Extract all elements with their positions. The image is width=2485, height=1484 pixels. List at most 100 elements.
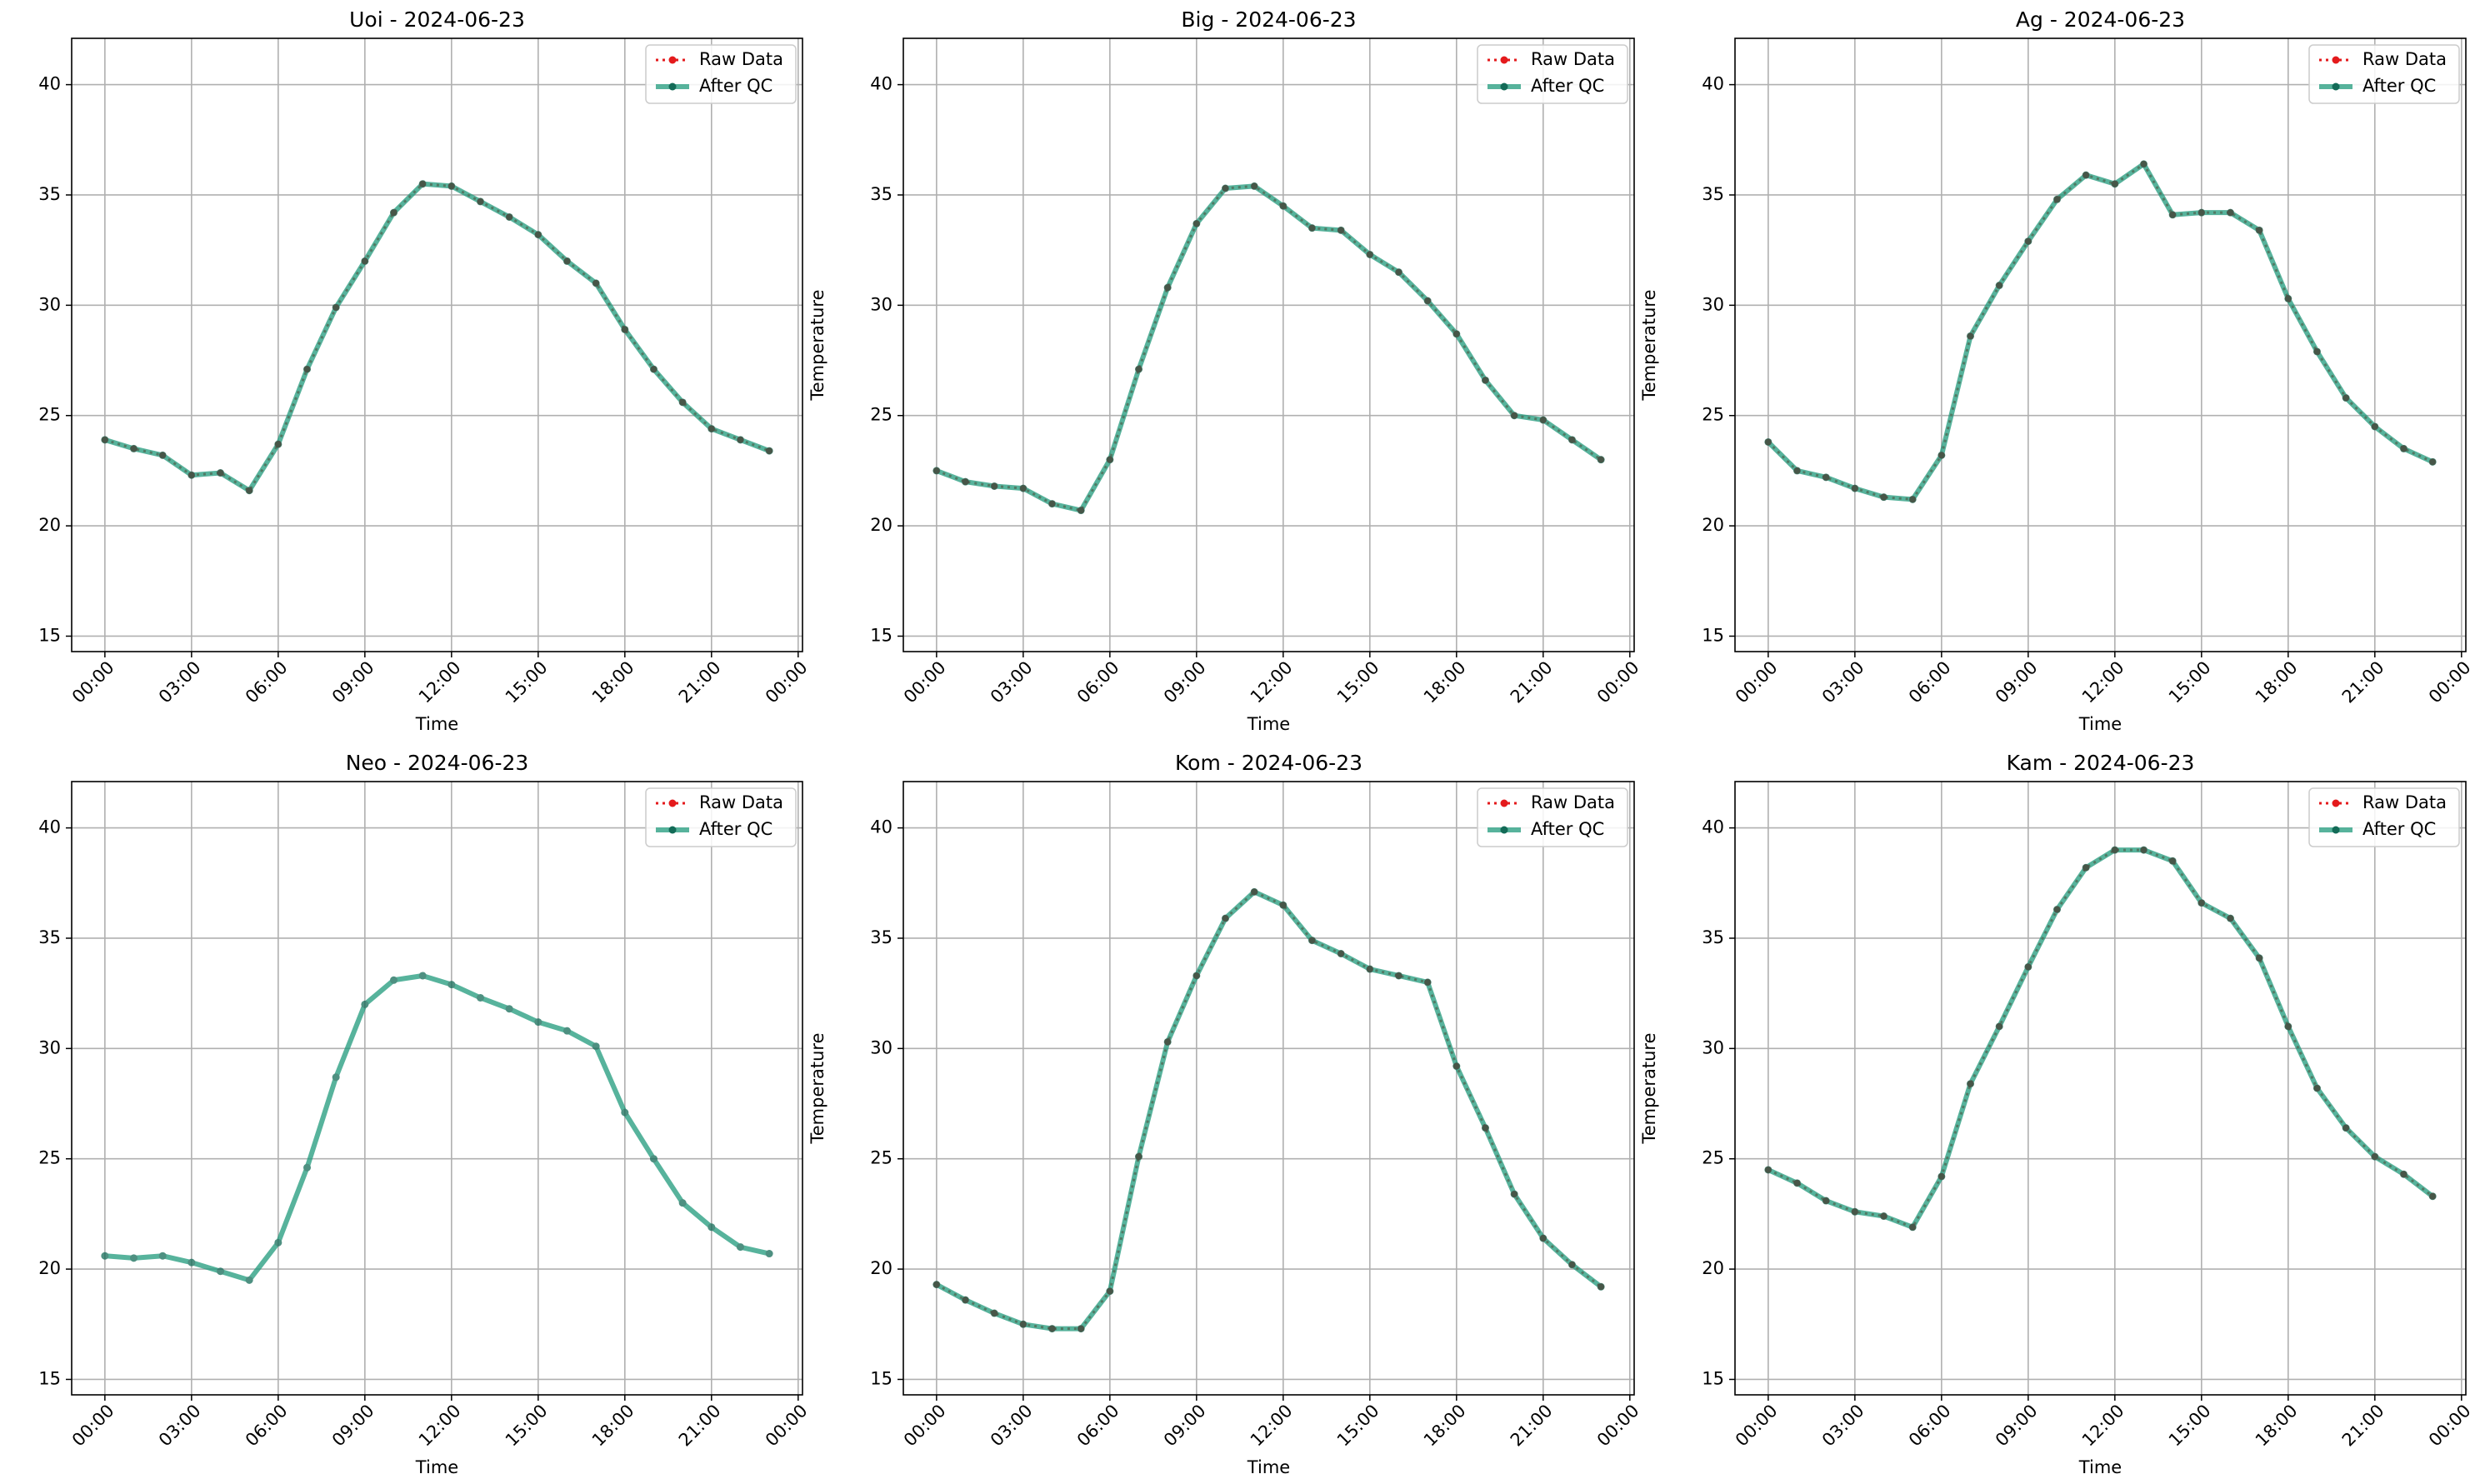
legend-label: After QC [699,819,772,839]
legend-marker [1500,826,1508,834]
x-tick-label: 06:00 [1073,1401,1123,1451]
data-point [158,1252,167,1260]
x-tick-label: 12:00 [2078,657,2128,707]
series [932,888,1605,1332]
series [932,182,1605,514]
data-line [104,972,770,1283]
data-point [1793,1179,1802,1187]
data-point [1851,1207,1859,1216]
plot-frame [902,37,1635,652]
legend-marker [1500,82,1508,91]
y-tick-label: 15 [1702,1368,1724,1388]
data-point [649,365,658,373]
data-point [390,976,398,984]
data-point [1880,1212,1888,1221]
y-tick-label: 35 [1702,927,1724,947]
x-axis-label: Time [2078,1457,2122,1477]
x-tick-label: 00:00 [68,1401,118,1451]
data-point [1597,456,1605,464]
data-point [2342,1124,2350,1132]
y-tick-label: 30 [38,1037,61,1057]
y-tick-label: 35 [870,184,892,204]
data-point [1163,1037,1172,1046]
data-point [2111,846,2119,854]
x-tick-label: 18:00 [588,1401,638,1451]
x-tick-label: 00:00 [1732,657,1782,707]
y-tick-label: 20 [38,515,61,535]
subplot: Neo - 2024-06-23 15 20 25 30 35 40 00:00 03:00 06… [38,751,812,1477]
data-point [274,440,282,448]
data-point [418,180,427,188]
data-point [2428,457,2437,466]
data-point [2312,347,2321,356]
data-point [1423,297,1432,305]
plot-frame [1734,37,2467,652]
x-tick-label: 12:00 [1247,1401,1297,1451]
data-point [1764,437,1772,446]
data-point [1279,901,1288,909]
data-point [1106,456,1114,464]
data-point [1510,412,1518,420]
x-tick-label: 03:00 [987,657,1037,707]
data-point [1793,467,1802,475]
data-point [158,451,167,459]
data-point [678,1199,687,1207]
y-tick-label: 25 [870,405,892,425]
x-tick-label: 21:00 [1507,1401,1557,1451]
data-line [104,182,770,492]
x-tick-label: 09:00 [1992,657,2042,707]
x-tick-label: 00:00 [68,657,118,707]
x-tick-label: 03:00 [155,657,205,707]
data-point [990,1309,998,1317]
plot-frame [71,781,803,1396]
data-point [1851,484,1859,492]
data-point [245,487,253,495]
y-axis-label: Temperature [808,289,828,401]
data-line [936,890,1602,1331]
data-point [448,981,456,989]
data-point [1366,250,1374,258]
subplot: Kom - 2024-06-23 15 20 25 30 35 40 00:00 03:00 06… [808,751,1643,1477]
data-point [2399,444,2408,452]
data-point [2111,180,2119,188]
x-axis-label: Time [2078,714,2122,734]
data-point [2082,863,2090,872]
legend-label: Raw Data [699,792,783,812]
data-point [562,257,571,265]
y-tick-label: 20 [38,1258,61,1278]
legend-label: Raw Data [699,49,783,69]
x-tick-label: 00:00 [900,657,950,707]
y-tick-label: 20 [870,515,892,535]
subplot-title: Kam - 2024-06-23 [2007,751,2195,775]
data-point [736,436,744,444]
data-point [1048,1325,1057,1333]
data-line [935,183,1602,513]
x-tick-label: 21:00 [675,657,725,707]
data-point [1452,330,1461,338]
data-point [962,477,970,486]
y-tick-label: 25 [870,1148,892,1168]
y-tick-label: 35 [1702,184,1724,204]
x-tick-label: 06:00 [242,1401,292,1451]
data-point [1279,202,1288,210]
x-tick-label: 00:00 [900,1401,950,1451]
x-tick-label: 03:00 [987,1401,1037,1451]
x-tick-label: 09:00 [1160,1401,1210,1451]
x-tick-label: 06:00 [242,657,292,707]
legend-marker [1500,799,1508,807]
data-point [2371,422,2379,431]
x-tick-label: 00:00 [762,1401,812,1451]
data-point [1019,484,1028,492]
data-point [1568,1261,1576,1269]
data-point [332,303,340,312]
data-line [1768,848,2434,1229]
data-point [1077,507,1085,515]
data-point [101,436,109,444]
x-tick-label: 00:00 [1593,1401,1643,1451]
data-point [1394,268,1402,277]
data-point [2168,211,2177,219]
x-tick-label: 15:00 [502,657,552,707]
data-point [1048,500,1057,508]
data-point [2226,208,2234,217]
